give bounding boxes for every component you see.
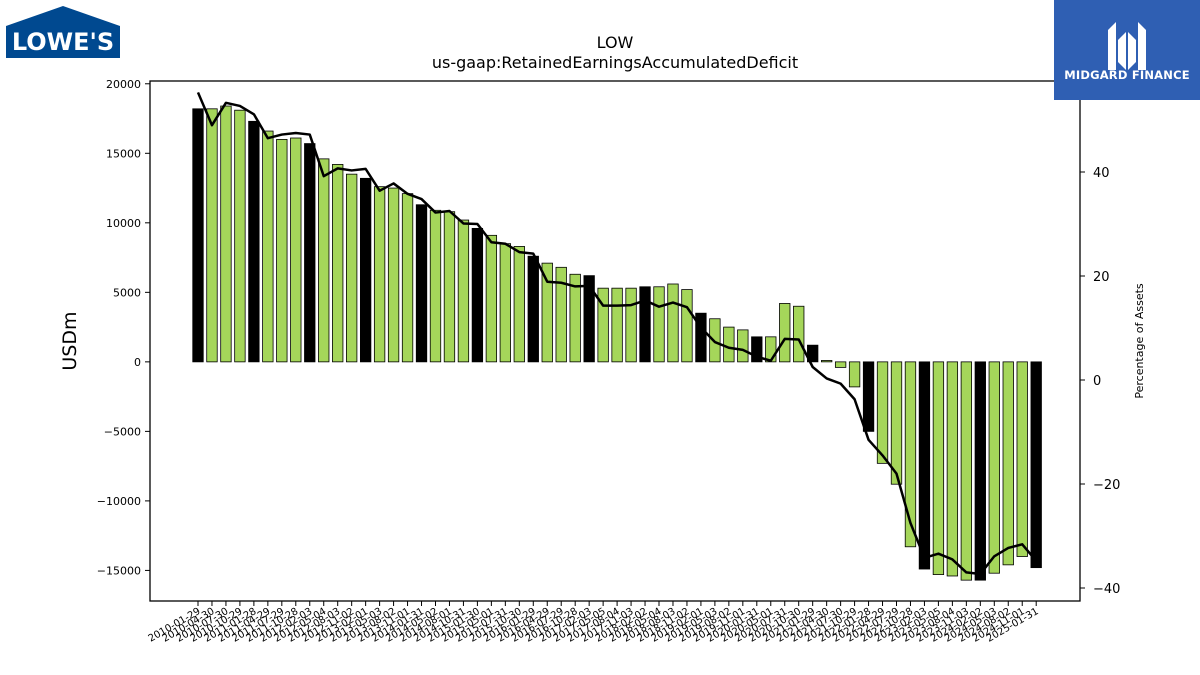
bar-quarter (541, 262, 553, 363)
lowes-logo-text: LOWE'S (12, 28, 114, 56)
y-tick-label: 15000 (106, 147, 141, 160)
axes-layer (145, 80, 1085, 606)
y-tick-label: 10000 (106, 217, 141, 230)
bar-quarter (779, 303, 791, 363)
bar-quarter (555, 266, 567, 363)
y2-axis-label: Percentage of Assets (1133, 283, 1146, 399)
bar-quarter (220, 105, 232, 363)
y2-tick-label: −20 (1093, 478, 1120, 493)
bar-annual (527, 255, 539, 363)
bar-annual (248, 120, 260, 363)
bar-annual (807, 344, 819, 363)
midgard-finance-text: MIDGARD FINANCE (1064, 68, 1190, 82)
y-tick-label: −15000 (97, 564, 141, 577)
bar-quarter (821, 360, 833, 363)
bar-quarter (429, 209, 442, 363)
y-axis-label: USDm (59, 311, 81, 370)
bar-annual (471, 227, 484, 363)
bar-quarter (904, 361, 917, 548)
bar-quarter (206, 108, 218, 363)
bar-quarter (262, 130, 274, 363)
bar-annual (304, 143, 316, 363)
y-tick-label: −10000 (97, 495, 141, 508)
bar-annual (415, 204, 428, 363)
y-tick-label: 0 (134, 356, 141, 369)
bar-quarter (988, 361, 1000, 574)
bar-annual (192, 108, 204, 363)
bar-quarter (876, 361, 889, 464)
bar-quarter (276, 138, 288, 363)
plot-frame (149, 80, 1081, 602)
bar-annual (695, 312, 707, 363)
y2-tick-label: 40 (1093, 166, 1110, 181)
bar-quarter (290, 137, 302, 363)
bar-quarter (513, 246, 525, 363)
bars-layer (192, 105, 1042, 581)
bar-quarter (834, 361, 847, 368)
bar-quarter (569, 273, 581, 363)
bar-quarter (848, 361, 861, 388)
bar-quarter (346, 173, 358, 363)
chart-subtitle: us-gaap:RetainedEarningsAccumulatedDefic… (431, 53, 799, 72)
chart-title: LOW (596, 33, 634, 52)
bar-quarter (793, 305, 805, 363)
bar-quarter (318, 158, 330, 363)
y-tick-label: 5000 (113, 286, 141, 299)
bar-quarter (737, 329, 749, 363)
y2-tick-label: −40 (1093, 582, 1120, 597)
bar-quarter (443, 211, 456, 363)
bar-quarter (332, 164, 344, 363)
bar-quarter (723, 326, 735, 363)
bar-quarter (681, 289, 693, 363)
bar-quarter (1016, 361, 1028, 557)
bar-quarter (234, 109, 246, 363)
bar-quarter (373, 186, 386, 363)
bar-quarter (1002, 361, 1014, 566)
bar-annual (1030, 361, 1042, 569)
y2-tick-label: 0 (1093, 374, 1101, 389)
labels-layer: 20000 15000 10000 5000 0 −5000 −10000 −15000 40 2… (59, 78, 1146, 645)
bar-quarter (932, 361, 945, 575)
bar-annual (583, 275, 595, 363)
bar-quarter (401, 193, 414, 363)
percentage-of-assets-line (196, 91, 1038, 576)
bar-quarter (946, 361, 959, 577)
lowes-logo: LOWE'S (6, 6, 120, 58)
y2-tick-label: 20 (1093, 270, 1110, 285)
bar-quarter (485, 234, 498, 363)
bar-quarter (625, 287, 637, 363)
bar-annual (751, 336, 763, 363)
bar-quarter (457, 219, 470, 363)
bar-quarter (499, 243, 511, 363)
bar-annual (359, 177, 372, 363)
y-tick-label: −5000 (104, 425, 141, 438)
bar-annual (862, 361, 875, 432)
bar-annual (974, 361, 986, 581)
bar-quarter (611, 287, 623, 363)
bar-quarter (667, 283, 679, 363)
bar-annual (639, 286, 651, 363)
y-tick-label: 20000 (106, 78, 141, 91)
midgard-finance-logo: MIDGARD FINANCE (1054, 0, 1200, 100)
bar-annual (918, 361, 931, 570)
bar-quarter (387, 187, 400, 363)
bar-quarter (960, 361, 972, 581)
line-layer (196, 91, 1038, 576)
bar-quarter (653, 286, 665, 363)
bar-quarter (597, 287, 609, 363)
bar-quarter (890, 361, 903, 485)
bar-quarter (765, 336, 777, 363)
